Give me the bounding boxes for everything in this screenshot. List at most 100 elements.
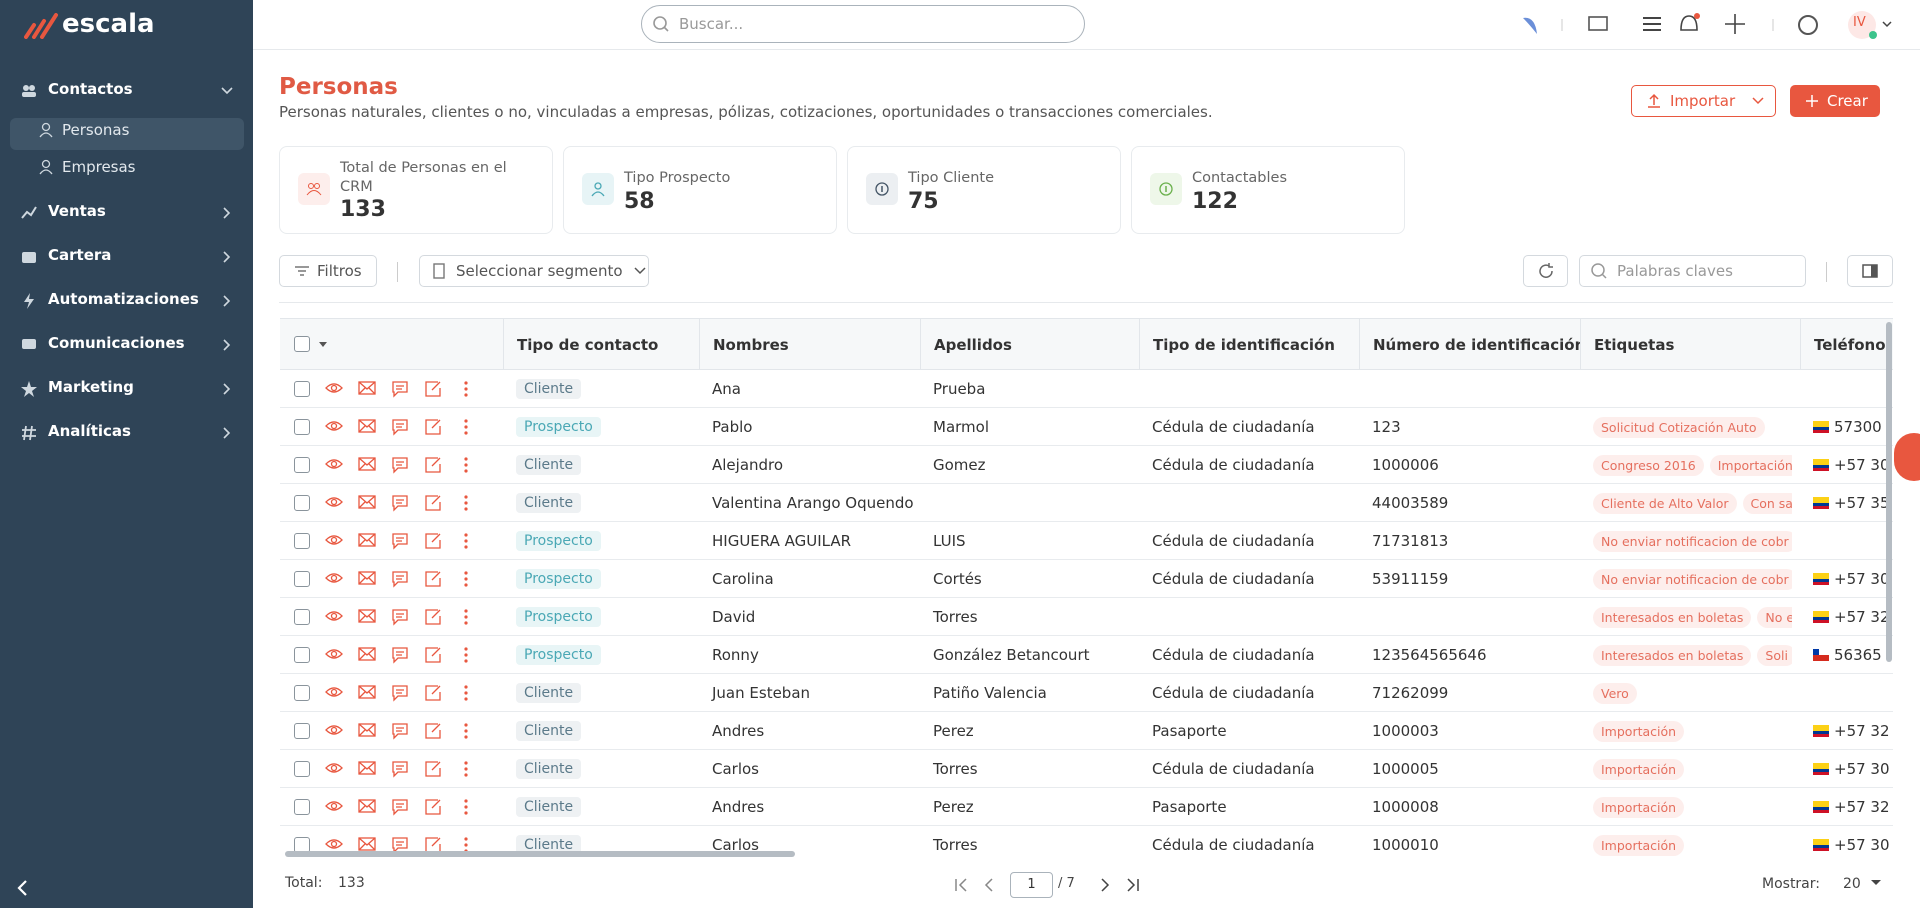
email-action[interactable] <box>358 494 376 512</box>
nav-subitem[interactable]: Personas <box>62 121 130 139</box>
view-action[interactable] <box>325 684 343 702</box>
view-action[interactable] <box>325 836 343 854</box>
user-initials[interactable]: IV <box>1853 15 1866 30</box>
collapse-button[interactable] <box>14 878 32 898</box>
row-checkbox[interactable] <box>294 419 310 435</box>
edit-action[interactable] <box>424 570 442 588</box>
row-checkbox[interactable] <box>294 609 310 625</box>
column-header[interactable]: Tipo de contacto <box>503 319 699 370</box>
message-action[interactable] <box>391 570 409 588</box>
row-checkbox[interactable] <box>294 723 310 739</box>
column-header[interactable]: Apellidos <box>920 319 1139 370</box>
message-action[interactable] <box>391 418 409 436</box>
more-action[interactable] <box>457 494 475 512</box>
row-checkbox[interactable] <box>294 457 310 473</box>
email-action[interactable] <box>358 456 376 474</box>
email-action[interactable] <box>358 646 376 664</box>
header-checkbox[interactable] <box>294 336 310 352</box>
email-action[interactable] <box>358 798 376 816</box>
import-button[interactable]: Importar <box>1631 85 1776 117</box>
message-action[interactable] <box>391 646 409 664</box>
email-action[interactable] <box>358 418 376 436</box>
row-checkbox[interactable] <box>294 495 310 511</box>
h-scrollbar[interactable] <box>285 851 795 857</box>
more-action[interactable] <box>457 532 475 550</box>
row-checkbox[interactable] <box>294 533 310 549</box>
nav-item[interactable]: Analíticas <box>48 422 131 440</box>
edit-action[interactable] <box>424 608 442 626</box>
keywords-input[interactable]: Palabras claves <box>1579 255 1806 287</box>
page-size[interactable]: 20 <box>1843 876 1861 892</box>
edit-action[interactable] <box>424 456 442 474</box>
edit-action[interactable] <box>424 418 442 436</box>
edit-action[interactable] <box>424 760 442 778</box>
view-action[interactable] <box>325 608 343 626</box>
columns-button[interactable] <box>1847 255 1893 287</box>
next-pages[interactable] <box>1096 876 1146 894</box>
view-action[interactable] <box>325 494 343 512</box>
nav-item[interactable]: Contactos <box>48 80 133 98</box>
filters-button[interactable]: Filtros <box>279 255 377 287</box>
edit-action[interactable] <box>424 380 442 398</box>
search-box[interactable]: Buscar... <box>641 5 1085 43</box>
message-action[interactable] <box>391 456 409 474</box>
message-action[interactable] <box>391 798 409 816</box>
message-action[interactable] <box>391 608 409 626</box>
row-checkbox[interactable] <box>294 761 310 777</box>
column-header[interactable]: Teléfono <box>1800 319 1893 370</box>
more-action[interactable] <box>457 380 475 398</box>
email-action[interactable] <box>358 684 376 702</box>
more-action[interactable] <box>457 684 475 702</box>
v-scrollbar[interactable] <box>1886 322 1892 662</box>
edit-action[interactable] <box>424 532 442 550</box>
nav-subitem[interactable]: Empresas <box>62 158 136 176</box>
message-action[interactable] <box>391 380 409 398</box>
prev-pages[interactable] <box>950 876 1010 894</box>
message-action[interactable] <box>391 836 409 854</box>
email-action[interactable] <box>358 532 376 550</box>
edit-action[interactable] <box>424 684 442 702</box>
more-action[interactable] <box>457 646 475 664</box>
nav-item[interactable]: Marketing <box>48 378 134 396</box>
email-action[interactable] <box>358 760 376 778</box>
nav-item[interactable]: Automatizaciones <box>48 290 199 308</box>
more-action[interactable] <box>457 570 475 588</box>
edit-action[interactable] <box>424 722 442 740</box>
column-header[interactable]: Etiquetas <box>1580 319 1800 370</box>
segment-select[interactable]: Seleccionar segmento <box>419 255 649 287</box>
row-checkbox[interactable] <box>294 381 310 397</box>
email-action[interactable] <box>358 570 376 588</box>
email-action[interactable] <box>358 836 376 854</box>
more-action[interactable] <box>457 798 475 816</box>
column-header[interactable]: Nombres <box>699 319 920 370</box>
chat-bubble[interactable] <box>1894 433 1920 481</box>
view-action[interactable] <box>325 570 343 588</box>
message-action[interactable] <box>391 494 409 512</box>
email-action[interactable] <box>358 380 376 398</box>
row-checkbox[interactable] <box>294 647 310 663</box>
create-button[interactable]: Crear <box>1790 85 1880 117</box>
message-action[interactable] <box>391 722 409 740</box>
more-action[interactable] <box>457 608 475 626</box>
view-action[interactable] <box>325 722 343 740</box>
more-action[interactable] <box>457 836 475 854</box>
email-action[interactable] <box>358 722 376 740</box>
view-action[interactable] <box>325 760 343 778</box>
nav-item[interactable]: Ventas <box>48 202 106 220</box>
more-action[interactable] <box>457 418 475 436</box>
view-action[interactable] <box>325 418 343 436</box>
row-checkbox[interactable] <box>294 799 310 815</box>
nav-item[interactable]: Comunicaciones <box>48 334 185 352</box>
column-header[interactable]: Tipo de identificación <box>1139 319 1359 370</box>
nav-item[interactable]: Cartera <box>48 246 112 264</box>
message-action[interactable] <box>391 760 409 778</box>
view-action[interactable] <box>325 532 343 550</box>
message-action[interactable] <box>391 684 409 702</box>
email-action[interactable] <box>358 608 376 626</box>
edit-action[interactable] <box>424 798 442 816</box>
edit-action[interactable] <box>424 646 442 664</box>
view-action[interactable] <box>325 646 343 664</box>
view-action[interactable] <box>325 798 343 816</box>
refresh-button[interactable] <box>1523 255 1568 287</box>
view-action[interactable] <box>325 380 343 398</box>
